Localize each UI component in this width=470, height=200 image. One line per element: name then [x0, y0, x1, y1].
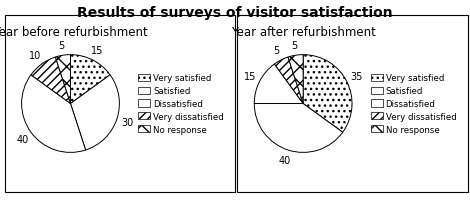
Wedge shape — [70, 55, 110, 104]
Title: Year after refurbishment: Year after refurbishment — [231, 26, 376, 39]
Text: 40: 40 — [16, 134, 28, 144]
Text: 5: 5 — [291, 40, 297, 50]
Text: 5: 5 — [58, 40, 64, 50]
Text: 15: 15 — [244, 72, 256, 82]
Wedge shape — [22, 75, 86, 153]
Text: 30: 30 — [121, 117, 133, 127]
Text: 10: 10 — [29, 51, 41, 61]
Wedge shape — [274, 58, 303, 104]
Wedge shape — [303, 55, 352, 133]
Wedge shape — [254, 65, 303, 104]
Text: 15: 15 — [91, 46, 104, 56]
Title: Year before refurbishment: Year before refurbishment — [0, 26, 148, 39]
Text: Results of surveys of visitor satisfaction: Results of surveys of visitor satisfacti… — [77, 6, 393, 20]
Text: 5: 5 — [273, 46, 279, 56]
Wedge shape — [70, 75, 119, 150]
Legend: Very satisfied, Satisfied, Dissatisfied, Very dissatisfied, No response: Very satisfied, Satisfied, Dissatisfied,… — [138, 74, 224, 134]
Wedge shape — [31, 58, 70, 104]
Wedge shape — [288, 55, 303, 104]
Text: 40: 40 — [279, 155, 291, 165]
Text: 35: 35 — [350, 72, 362, 82]
Wedge shape — [55, 55, 70, 104]
Wedge shape — [254, 104, 343, 153]
Legend: Very satisfied, Satisfied, Dissatisfied, Very dissatisfied, No response: Very satisfied, Satisfied, Dissatisfied,… — [371, 74, 456, 134]
